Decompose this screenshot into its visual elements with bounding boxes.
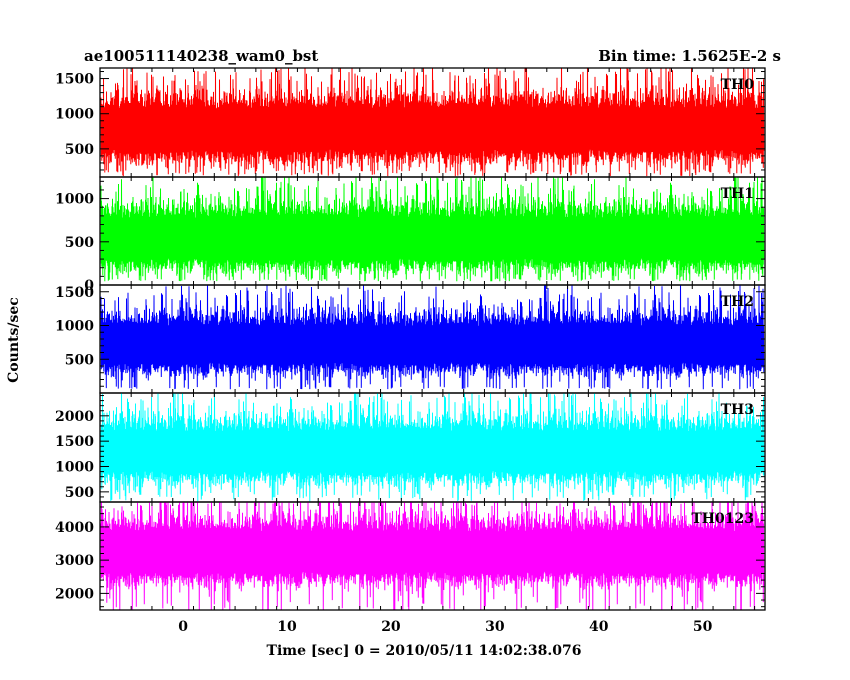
channel-label-th0: TH0 (721, 77, 755, 93)
y-tick-label: 1500 (55, 72, 94, 88)
panel-th3: 500 1000 1500 2000 TH3 (55, 392, 766, 503)
panel-th2: 500 1000 1500 TH2 (55, 284, 766, 394)
panel-th0: 500 1000 1500 TH0 (55, 67, 766, 178)
y-tick-label: 1000 (55, 319, 94, 335)
bin-time-label: Bin time: 1.5625E-2 s (598, 47, 781, 65)
y-tick-label: 1000 (55, 460, 94, 476)
x-tick-label: 30 (485, 619, 505, 635)
y-tick-label: 4000 (55, 520, 94, 536)
y-tick-label: 1000 (55, 107, 94, 123)
chart-title: ae100511140238_wam0_bst (84, 47, 318, 65)
y-axis-label: Counts/sec (6, 297, 22, 383)
channel-label-th0123: TH0123 (691, 511, 754, 527)
y-tick-label: 500 (65, 485, 94, 501)
series-trace-th2 (100, 285, 765, 390)
panel-th1: 0 500 1000 TH1 (55, 176, 766, 294)
series-trace-th0 (100, 68, 765, 177)
y-tick-label: 0 (84, 278, 94, 294)
x-tick-label: 20 (381, 619, 401, 635)
series-trace-th1 (100, 177, 765, 282)
y-tick-label: 500 (65, 142, 94, 158)
series-trace-th3 (100, 393, 765, 502)
y-tick-label: 2000 (55, 586, 94, 602)
channel-label-th3: TH3 (721, 402, 754, 418)
y-tick-label: 500 (65, 352, 94, 368)
x-tick-label: 40 (589, 619, 609, 635)
channel-label-th1: TH1 (721, 186, 754, 202)
x-axis-label: Time [sec] 0 = 2010/05/11 14:02:38.076 (267, 643, 582, 659)
panel-frame (99, 501, 766, 611)
y-tick-label: 1000 (55, 192, 94, 208)
channel-label-th2: TH2 (721, 294, 754, 310)
x-tick-label: 10 (277, 619, 297, 635)
y-tick-label: 1500 (55, 285, 94, 301)
y-tick-label: 1500 (55, 434, 94, 450)
x-tick-label: 50 (693, 619, 713, 635)
y-tick-label: 500 (65, 235, 94, 251)
series-trace-th0123 (100, 502, 765, 610)
x-tick-label: 0 (178, 619, 188, 635)
y-tick-label: 3000 (55, 553, 94, 569)
y-tick-label: 2000 (55, 409, 94, 425)
x-axis-ticks: 0 10 20 30 40 50 (178, 619, 712, 635)
panel-th0123: 2000 3000 4000 TH0123 (55, 501, 766, 611)
